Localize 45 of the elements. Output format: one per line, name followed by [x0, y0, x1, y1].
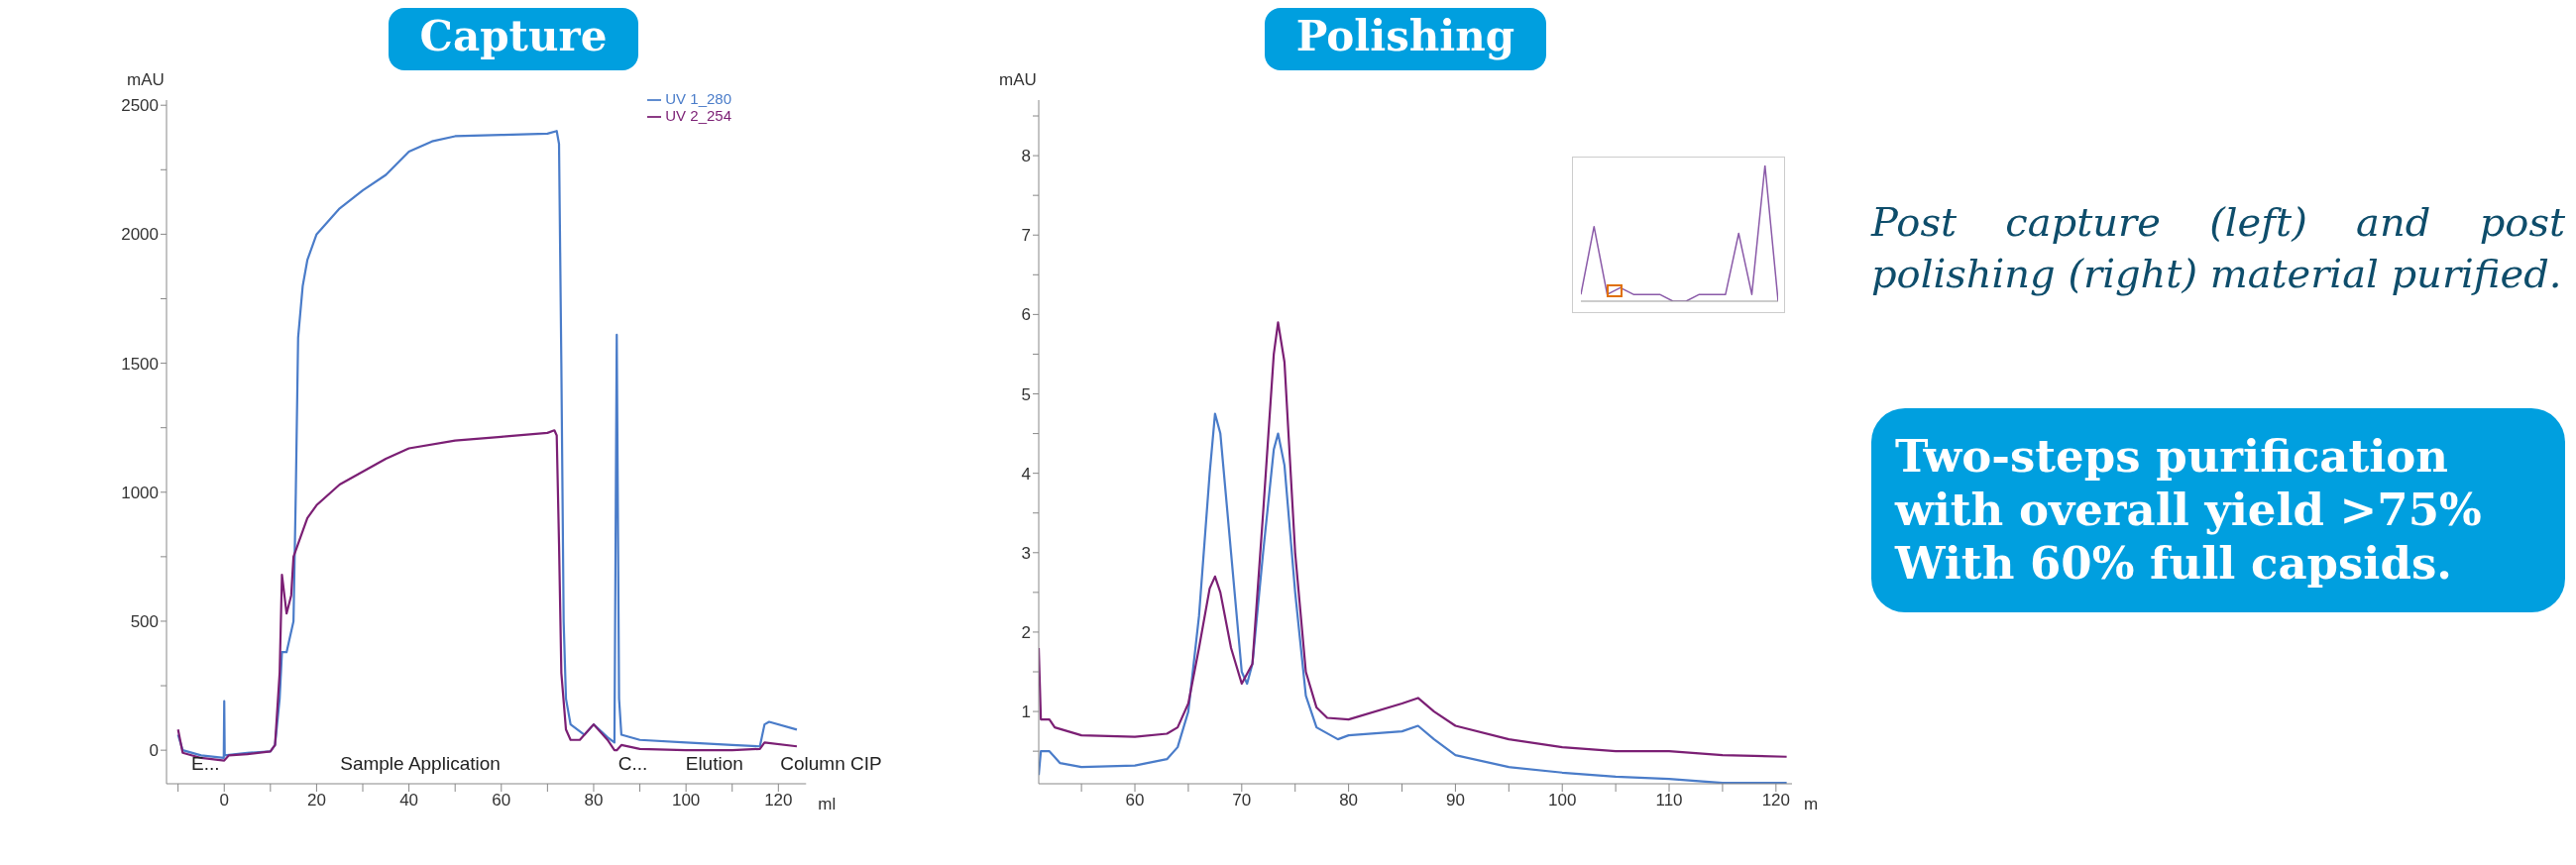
x-tick-label: 120 — [764, 791, 793, 811]
text: Post capture (left) and post polishing (right) material purified. — [1871, 198, 2565, 298]
x-axis-title: ml — [818, 795, 837, 814]
line-series — [1039, 412, 1788, 784]
x-axis-title: m — [1804, 795, 1819, 814]
text: Two-steps purification with overall yield >75% With 60% full capsids. — [1871, 408, 2565, 612]
legend-label: UV 2_254 — [665, 107, 731, 125]
y-tick-label: 1000 — [121, 483, 159, 502]
y-axis-title: mAU — [999, 70, 1037, 90]
x-tick-label: 70 — [1232, 791, 1252, 811]
x-tick-label: 120 — [1761, 791, 1791, 811]
chart-title: Polishing — [1264, 8, 1547, 70]
y-tick-label: 6 — [1021, 305, 1031, 325]
annotation: C... — [617, 752, 648, 775]
x-tick-label: 100 — [671, 791, 701, 811]
y-tick-label: 8 — [1021, 147, 1031, 166]
y-tick-label: 7 — [1021, 226, 1031, 246]
x-tick-label: 60 — [492, 791, 511, 811]
y-tick-label: 2 — [1021, 622, 1031, 642]
y-tick-label: 2500 — [121, 96, 159, 116]
y-axis-title: mAU — [127, 70, 165, 90]
y-tick-label: 1500 — [121, 354, 159, 374]
x-tick-label: 60 — [1125, 791, 1145, 811]
y-tick-label: 3 — [1021, 543, 1031, 563]
x-tick-label: 0 — [219, 791, 229, 811]
y-tick-label: 0 — [149, 741, 159, 761]
annotation: Elution — [685, 752, 743, 775]
y-tick-label: 1 — [1021, 703, 1031, 722]
annotation: E... — [190, 752, 220, 775]
y-tick-label: 4 — [1021, 464, 1031, 484]
y-tick-label: 2000 — [121, 225, 159, 245]
x-tick-label: 100 — [1548, 791, 1577, 811]
annotation: Column CIP — [780, 752, 882, 775]
annotation: Sample Application — [340, 752, 501, 775]
line-series — [1039, 321, 1788, 758]
x-tick-label: 110 — [1655, 791, 1683, 811]
x-tick-label: 80 — [584, 791, 604, 811]
legend-label: UV 1_280 — [665, 90, 731, 107]
x-tick-label: 20 — [306, 791, 326, 811]
x-tick-label: 80 — [1339, 791, 1359, 811]
x-tick-label: 40 — [399, 791, 419, 811]
y-tick-label: 500 — [130, 612, 159, 631]
y-tick-label: 5 — [1021, 384, 1031, 404]
chart-title: Capture — [388, 8, 639, 70]
x-tick-label: 90 — [1445, 791, 1465, 811]
